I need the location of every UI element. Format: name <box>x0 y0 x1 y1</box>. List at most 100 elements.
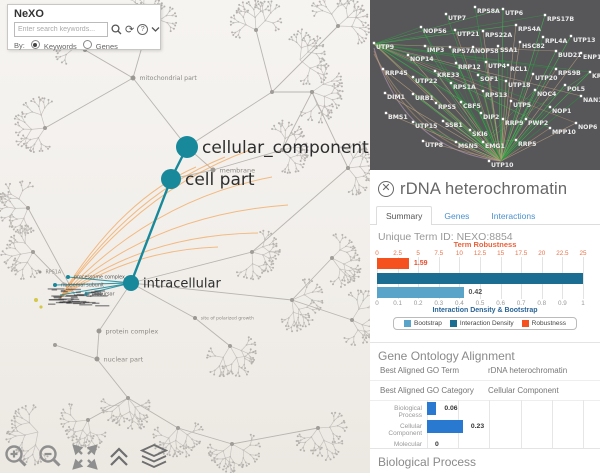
fit-to-screen-icon[interactable] <box>72 444 98 470</box>
radio-genes[interactable] <box>82 40 92 49</box>
term-node[interactable] <box>130 75 136 81</box>
gene-node[interactable] <box>449 81 453 85</box>
tab-interactions[interactable]: Interactions <box>491 211 536 221</box>
gene-node[interactable] <box>514 138 518 142</box>
gene-node[interactable] <box>563 83 567 87</box>
gene-node[interactable] <box>484 60 488 64</box>
bar-biological-process[interactable] <box>427 402 437 415</box>
reset-icon[interactable]: ⟳ <box>125 24 135 36</box>
term-node-selected[interactable] <box>123 275 139 291</box>
gene-node[interactable] <box>434 101 438 105</box>
top-axis-tick: 2.5 <box>393 250 402 257</box>
term-node[interactable] <box>84 292 88 296</box>
gene-node[interactable] <box>454 61 458 65</box>
gene-node[interactable] <box>444 12 448 16</box>
gene-node[interactable] <box>574 121 578 125</box>
gene-node[interactable] <box>481 89 485 93</box>
term-node[interactable] <box>94 356 100 362</box>
gene-node[interactable] <box>548 105 552 109</box>
gene-node[interactable] <box>448 45 452 49</box>
gene-node[interactable] <box>531 72 535 76</box>
gene-node[interactable] <box>433 69 437 73</box>
legend-label: Bootstrap <box>414 320 442 327</box>
gene-node[interactable] <box>496 44 500 48</box>
search-input[interactable] <box>14 22 108 37</box>
gene-node[interactable] <box>481 29 485 33</box>
tab-genes[interactable]: Genes <box>444 211 470 221</box>
gene-node[interactable] <box>411 92 415 96</box>
term-label: protein complex <box>106 327 159 335</box>
gene-node[interactable] <box>506 63 510 67</box>
term-node[interactable] <box>66 275 70 279</box>
gene-node[interactable] <box>554 67 558 71</box>
gene-node[interactable] <box>579 94 583 98</box>
tab-summary[interactable]: Summary <box>376 206 433 225</box>
gene-node[interactable] <box>569 34 573 38</box>
term-node[interactable] <box>53 283 57 287</box>
gene-node[interactable] <box>453 28 457 32</box>
bar-robustness[interactable] <box>377 258 409 269</box>
gene-node[interactable] <box>384 111 388 115</box>
gene-node[interactable] <box>588 70 592 74</box>
search-icon[interactable] <box>111 24 122 35</box>
gene-node[interactable] <box>509 99 513 103</box>
bar-interaction-density[interactable] <box>377 273 583 284</box>
layers-icon[interactable] <box>140 444 168 470</box>
term-node[interactable] <box>210 167 216 173</box>
gene-node[interactable] <box>533 88 537 92</box>
gene-node[interactable] <box>411 120 415 124</box>
gene-node[interactable] <box>454 140 458 144</box>
gene-node[interactable] <box>518 40 522 44</box>
gene-node[interactable] <box>554 49 558 53</box>
gene-node[interactable] <box>543 13 547 17</box>
ontology-graph-panel[interactable]: cellular_component cell part intracellular… <box>0 0 370 473</box>
gene-node[interactable] <box>514 23 518 27</box>
chevron-down-icon[interactable] <box>151 26 160 33</box>
gene-node[interactable] <box>501 7 505 11</box>
bar-cellular-component[interactable] <box>427 420 463 433</box>
section-biological-process: Biological Process <box>370 448 600 469</box>
gene-node[interactable] <box>479 111 483 115</box>
gene-network-canvas[interactable]: RPS8A UTP6 UTP7 RPS17B NOP56 UTP21 RPS22A RPS4A… <box>370 0 600 170</box>
gene-node[interactable] <box>481 140 485 144</box>
radio-keywords[interactable] <box>30 40 40 49</box>
gene-node[interactable] <box>468 128 472 132</box>
term-node[interactable] <box>38 270 42 274</box>
term-node-selected[interactable] <box>161 169 181 189</box>
term-node[interactable] <box>193 316 197 320</box>
gene-node[interactable] <box>406 53 410 57</box>
gene-network-panel[interactable]: RPS8A UTP6 UTP7 RPS17B NOP56 UTP21 RPS22A RPS4A… <box>370 0 600 170</box>
gene-node[interactable] <box>411 75 415 79</box>
gene-node[interactable] <box>473 5 477 9</box>
gene-node[interactable] <box>423 44 427 48</box>
bar-bootstrap[interactable] <box>377 287 464 298</box>
gene-label: DIM1 <box>387 94 405 101</box>
gene-label: UTP15 <box>415 123 437 130</box>
gene-node[interactable] <box>524 117 528 121</box>
gene-node[interactable] <box>579 51 583 55</box>
term-node-selected[interactable] <box>176 136 198 158</box>
gene-node[interactable] <box>419 25 423 29</box>
gene-node[interactable] <box>476 73 480 77</box>
close-icon[interactable]: ✕ <box>378 181 394 197</box>
gene-node[interactable] <box>541 35 545 39</box>
gene-node[interactable] <box>421 139 425 143</box>
bar-value: 0.06 <box>444 405 458 412</box>
gene-node[interactable] <box>471 45 475 49</box>
gene-node[interactable] <box>501 117 505 121</box>
gene-node[interactable] <box>504 79 508 83</box>
zoom-in-icon[interactable] <box>4 444 29 470</box>
gene-node[interactable] <box>441 119 445 123</box>
gene-node[interactable] <box>372 41 376 45</box>
gene-node[interactable] <box>487 159 491 163</box>
gene-node[interactable] <box>459 100 463 104</box>
gene-node[interactable] <box>383 91 387 95</box>
zoom-out-icon[interactable] <box>38 444 63 470</box>
gene-node[interactable] <box>548 126 552 130</box>
collapse-up-icon[interactable] <box>107 444 131 470</box>
gene-node[interactable] <box>381 67 385 71</box>
help-icon[interactable]: ? <box>137 24 149 35</box>
term-node[interactable] <box>96 328 102 334</box>
